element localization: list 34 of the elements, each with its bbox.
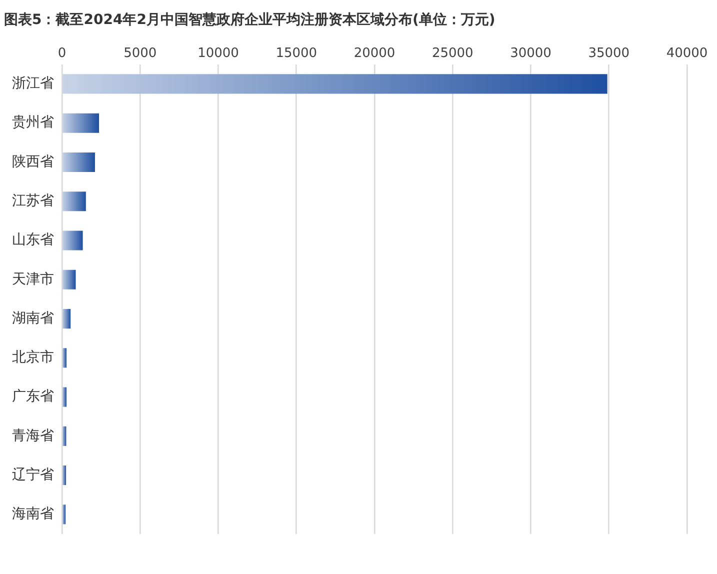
bar [62, 348, 67, 368]
bar [62, 270, 76, 290]
y-tick-label: 湖南省 [12, 310, 54, 326]
bar [62, 113, 100, 133]
x-tick-label: 25000 [432, 46, 474, 61]
y-tick-label: 辽宁省 [12, 466, 54, 483]
x-tick-label: 40000 [666, 46, 708, 61]
bar [62, 387, 67, 407]
bar [62, 192, 86, 212]
y-tick-label: 北京市 [12, 350, 54, 366]
x-tick-label: 20000 [354, 46, 396, 61]
bar [62, 74, 608, 94]
x-tick-label: 5000 [124, 46, 157, 61]
y-tick-label: 天津市 [12, 271, 54, 288]
y-tick-label: 浙江省 [12, 76, 54, 92]
y-tick-label: 江苏省 [12, 193, 54, 210]
y-tick-label: 青海省 [12, 428, 54, 444]
y-tick-label: 海南省 [12, 506, 54, 522]
y-tick-label: 陕西省 [12, 154, 54, 170]
y-tick-label: 广东省 [12, 388, 54, 405]
bar [62, 466, 66, 486]
bar [62, 426, 66, 446]
x-tick-label: 10000 [198, 46, 239, 61]
y-tick-label: 山东省 [12, 232, 54, 248]
bar [62, 152, 95, 172]
bar [62, 230, 83, 250]
bar [62, 504, 66, 524]
bar [62, 308, 71, 329]
chart-title: 图表5：截至2024年2月中国智慧政府企业平均注册资本区域分布(单位：万元) [4, 11, 496, 28]
x-tick-label: 30000 [510, 46, 552, 61]
y-tick-label: 贵州省 [12, 114, 54, 131]
x-tick-label: 0 [58, 46, 66, 61]
x-tick-label: 15000 [276, 46, 318, 61]
x-tick-label: 35000 [588, 46, 630, 61]
